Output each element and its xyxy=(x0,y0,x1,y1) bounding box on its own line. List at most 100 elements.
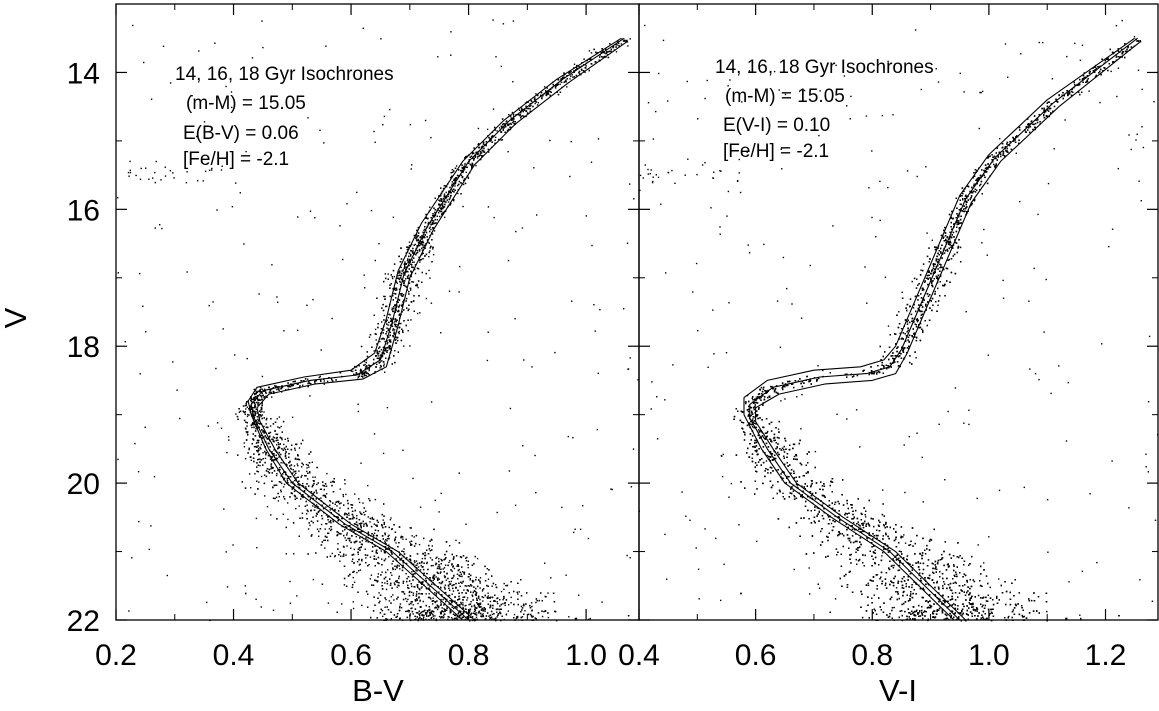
star-point xyxy=(413,563,415,565)
star-point xyxy=(452,171,454,173)
star-point xyxy=(337,531,339,534)
star-point xyxy=(377,573,380,575)
star-point xyxy=(259,410,261,412)
star-point xyxy=(383,559,386,562)
star-point xyxy=(358,523,361,525)
star-point xyxy=(433,577,435,579)
star-point xyxy=(395,542,397,544)
star-point xyxy=(482,607,484,610)
star-point xyxy=(607,56,610,59)
star-point xyxy=(507,123,509,125)
star-point xyxy=(298,458,300,461)
star-point xyxy=(444,558,446,560)
star-point xyxy=(476,157,479,159)
star-point xyxy=(243,446,246,448)
star-point xyxy=(272,440,274,442)
star-point xyxy=(353,581,356,583)
star-point xyxy=(257,422,260,424)
star-point xyxy=(385,538,387,541)
star-point xyxy=(351,510,354,512)
star-point xyxy=(466,599,468,601)
star-point xyxy=(384,532,386,534)
star-point xyxy=(256,480,258,482)
star-point xyxy=(382,332,384,334)
star-point xyxy=(460,556,463,559)
star-point xyxy=(449,559,451,562)
star-point xyxy=(292,469,294,471)
star-point xyxy=(392,328,395,330)
star-point xyxy=(372,362,375,365)
star-point xyxy=(263,396,265,399)
star-point xyxy=(385,350,387,352)
star-point xyxy=(399,605,401,607)
star-point xyxy=(382,538,384,540)
star-point xyxy=(334,508,336,511)
star-point xyxy=(408,268,410,270)
star-point xyxy=(441,207,444,210)
star-point xyxy=(394,531,397,533)
star-point xyxy=(345,526,348,528)
star-point xyxy=(549,94,551,97)
star-point xyxy=(445,557,447,559)
star-point xyxy=(376,297,378,299)
star-point xyxy=(242,405,245,407)
star-point xyxy=(374,524,377,526)
star-point xyxy=(337,500,340,503)
star-point xyxy=(430,611,433,613)
star-point xyxy=(470,612,473,615)
star-point xyxy=(531,619,534,621)
star-point xyxy=(557,83,559,86)
star-point xyxy=(517,603,519,606)
star-point xyxy=(488,597,490,599)
star-point xyxy=(386,618,388,620)
star-point xyxy=(401,295,403,297)
star-point xyxy=(295,477,297,479)
star-point xyxy=(425,612,427,614)
star-point xyxy=(297,455,299,457)
star-point xyxy=(385,543,387,545)
star-point xyxy=(361,604,363,607)
star-point xyxy=(604,52,606,54)
star-point xyxy=(602,56,604,58)
star-point xyxy=(431,219,434,222)
star-point xyxy=(326,380,329,382)
star-point xyxy=(454,596,456,598)
star-point xyxy=(302,496,304,499)
star-point xyxy=(450,176,452,179)
star-point xyxy=(609,43,611,45)
star-point xyxy=(321,583,324,585)
star-point xyxy=(345,539,347,541)
star-point xyxy=(275,474,278,477)
star-point xyxy=(361,543,363,546)
star-point xyxy=(434,564,437,566)
star-point xyxy=(510,602,512,604)
star-point xyxy=(443,575,446,577)
star-point xyxy=(477,603,479,605)
star-point xyxy=(265,470,268,472)
star-point xyxy=(350,547,352,549)
star-point xyxy=(435,594,437,596)
star-point xyxy=(535,618,537,620)
star-point xyxy=(473,610,476,613)
star-point xyxy=(262,452,264,454)
star-point xyxy=(291,472,294,474)
star-point xyxy=(361,560,363,562)
star-point xyxy=(367,534,370,536)
star-point xyxy=(342,545,345,548)
star-point xyxy=(285,457,287,459)
star-point xyxy=(261,441,264,444)
star-point xyxy=(451,181,453,183)
star-point xyxy=(244,411,246,413)
star-point xyxy=(489,607,491,609)
star-point xyxy=(253,426,255,429)
star-point xyxy=(390,596,392,598)
star-point xyxy=(356,523,358,526)
star-point xyxy=(330,519,332,522)
star-point xyxy=(319,509,321,512)
star-point xyxy=(420,593,422,595)
star-point xyxy=(430,617,432,620)
star-point xyxy=(260,448,262,450)
star-point xyxy=(363,360,366,363)
star-point xyxy=(371,584,373,586)
star-point xyxy=(386,606,388,608)
